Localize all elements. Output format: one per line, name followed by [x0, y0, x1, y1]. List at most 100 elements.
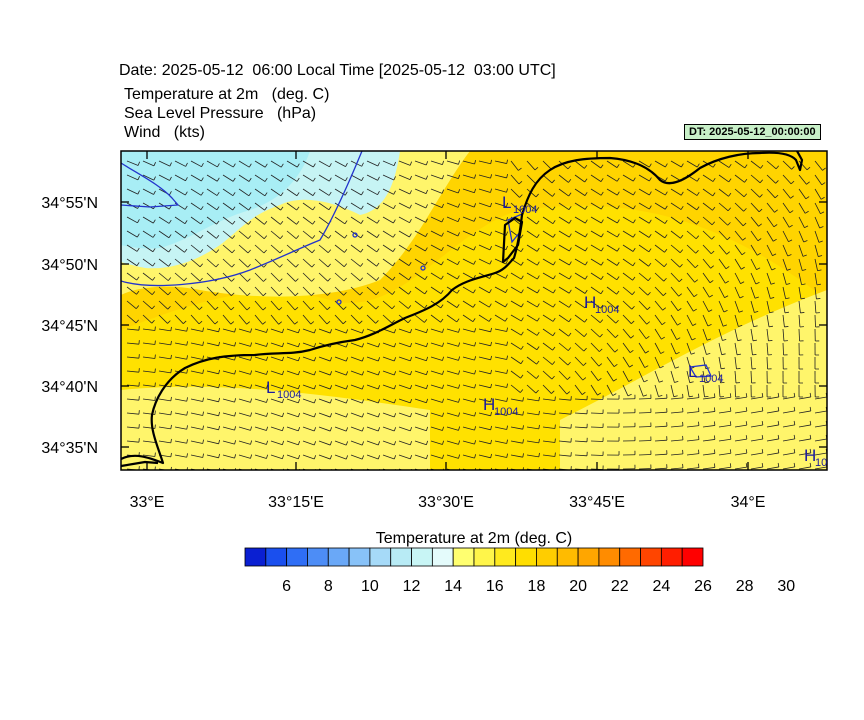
wind-barb [574, 258, 588, 266]
wind-barb [398, 454, 413, 460]
wind-barb [622, 356, 634, 368]
wind-barb [734, 342, 742, 356]
wind-barb [526, 244, 540, 252]
wind-barb [526, 342, 540, 351]
wind-barb [222, 174, 236, 182]
wind-barb [302, 370, 317, 376]
wind-barb [462, 174, 477, 179]
wind-barb [510, 286, 524, 294]
wind-barb [302, 202, 316, 211]
wind-barb [222, 244, 235, 254]
wind-barb [302, 216, 316, 225]
wind-barb [702, 216, 716, 226]
wind-barb [526, 286, 540, 294]
wind-barb [254, 328, 269, 333]
wind-barb [414, 356, 429, 362]
wind-barb [478, 202, 493, 208]
wind-barb [494, 327, 508, 332]
wind-barb [286, 384, 301, 390]
wind-barb [558, 384, 571, 395]
wind-barb [766, 286, 775, 299]
wind-barb [350, 328, 365, 334]
wind-barb [366, 356, 381, 362]
wind-barb [766, 420, 780, 428]
wind-barb [670, 216, 684, 225]
wind-barb [126, 368, 140, 373]
wind-barb [190, 160, 204, 168]
wind-barb [382, 356, 397, 362]
wind-barb [350, 230, 364, 239]
wind-barb [510, 356, 524, 365]
wind-barb [158, 354, 172, 360]
wind-barb [398, 370, 413, 376]
svg-text:H: H [804, 446, 816, 465]
colorbar-title: Temperature at 2m (deg. C) [376, 530, 573, 547]
wind-barb [622, 174, 636, 182]
colorbar-swatch [536, 547, 558, 567]
wind-barb [670, 188, 684, 196]
wind-barb [574, 437, 588, 443]
wind-barb [654, 202, 668, 210]
coastline-path [501, 216, 524, 264]
wind-barb [446, 244, 460, 251]
wind-barb [398, 342, 413, 348]
wind-barb [654, 464, 668, 470]
wind-barb [510, 314, 524, 322]
wind-barb [430, 286, 444, 294]
wind-barb [382, 426, 397, 432]
wind-barb [542, 202, 556, 211]
wind-barb [222, 188, 236, 197]
wind-barb [318, 454, 333, 460]
wind-barb [734, 393, 748, 400]
colorbar-tick-label: 28 [736, 578, 754, 595]
colorbar-swatch [660, 547, 683, 567]
svg-text:10: 10 [815, 457, 827, 469]
wind-barb [446, 412, 461, 417]
wind-barb [206, 383, 220, 389]
wind-barb [366, 398, 381, 404]
colorbar-swatch [431, 547, 454, 567]
wind-barb [638, 464, 652, 470]
wind-barb [798, 216, 809, 229]
wind-barb [382, 258, 396, 267]
wind-barb [510, 370, 524, 379]
svg-text:L: L [688, 362, 697, 381]
wind-barb [174, 188, 188, 196]
wind-barb [334, 412, 349, 418]
wind-barb [510, 174, 523, 185]
wind-barb [590, 188, 604, 196]
wind-barb [414, 300, 428, 309]
wind-barb [686, 230, 700, 240]
wind-barb [718, 407, 732, 414]
wind-barb [142, 354, 156, 359]
lon-label: 34°E [731, 494, 766, 511]
wind-barb [654, 450, 668, 456]
wind-barb [254, 440, 269, 445]
wind-barb [254, 174, 268, 182]
wind-barb [222, 202, 236, 211]
wind-barb [670, 449, 684, 456]
wind-barb [622, 384, 632, 397]
wind-barb [430, 454, 445, 459]
wind-barb [782, 244, 792, 257]
wind-barb [398, 258, 412, 266]
wind-barb [718, 342, 726, 356]
wind-barb [350, 188, 364, 196]
wind-barb [686, 244, 699, 254]
wind-barb [286, 286, 299, 297]
colorbar-tick-label: 14 [444, 578, 462, 595]
wind-barb [558, 216, 572, 224]
wind-barb [670, 463, 684, 470]
wind-barb [382, 370, 397, 376]
wind-barb [702, 314, 712, 327]
wind-barb [558, 342, 572, 351]
wind-barb [574, 384, 586, 395]
svg-text:H: H [483, 395, 495, 414]
wind-barb [302, 454, 317, 460]
wind-barb [622, 160, 636, 168]
wind-barb [414, 258, 428, 266]
wind-barb [238, 230, 252, 239]
wind-barb [190, 202, 204, 210]
wind-barb [238, 370, 253, 375]
